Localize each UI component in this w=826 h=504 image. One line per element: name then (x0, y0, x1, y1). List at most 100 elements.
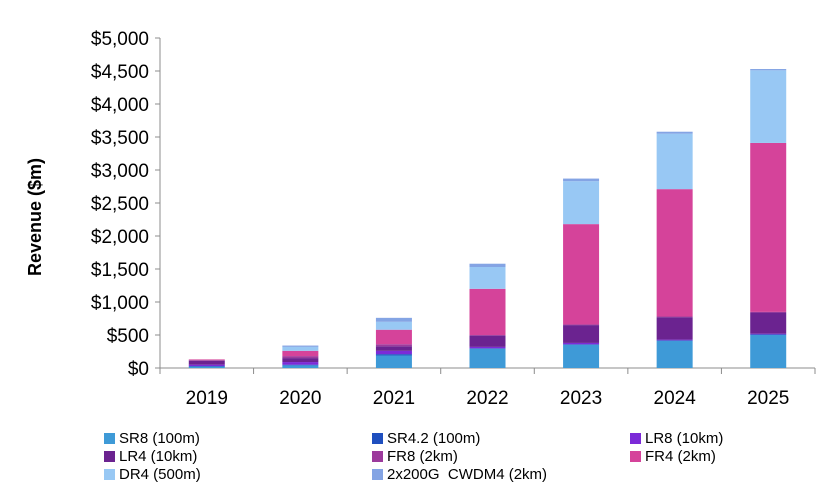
bar-segment (282, 364, 319, 366)
legend-swatch (372, 469, 383, 480)
x-tick-label: 2024 (654, 388, 697, 409)
bar-segment (282, 346, 319, 351)
y-axis-label: Revenue ($m) (25, 158, 45, 276)
legend-item: FR8 (2km) (372, 448, 630, 465)
y-tick-label: $4,500 (91, 62, 149, 83)
bar-segment (375, 354, 412, 356)
bar-segment (563, 224, 600, 325)
legend-item: 2x200G CWDM4 (2km) (372, 466, 630, 483)
legend-swatch (630, 433, 641, 444)
bar-segment (750, 142, 787, 312)
chart: $0 $500 $1,000 $1,500 $2,000 $2,500 $3,000 $3,5… (25, 29, 816, 409)
y-tick-label: $2,000 (91, 227, 149, 248)
bar-segment (563, 181, 600, 225)
y-axis: $0 $500 $1,000 $1,500 $2,000 $2,500 $3,000 $3,5… (91, 29, 161, 380)
bar-segment (188, 364, 225, 367)
x-tick-label: 2023 (560, 388, 602, 409)
bar-segment (469, 335, 506, 336)
bar-segment (469, 267, 506, 289)
x-tick-label: 2020 (279, 388, 321, 409)
legend-swatch (104, 433, 115, 444)
bar-segment (375, 344, 412, 347)
bar-segment (750, 69, 787, 71)
legend-swatch (372, 451, 383, 462)
bar-segment (563, 325, 600, 343)
bar-segment (188, 366, 225, 368)
legend-item: SR8 (100m) (104, 430, 372, 447)
bar-segment (656, 131, 693, 134)
bar-segment (750, 312, 787, 334)
bar-segment (469, 335, 506, 347)
bar-segment (469, 348, 506, 368)
bar-segment (656, 317, 693, 340)
bar-segment (282, 362, 319, 365)
bar-segment (656, 339, 693, 341)
y-tick-label: $0 (128, 359, 149, 380)
bar-segment (375, 355, 412, 368)
bar-segment (282, 350, 319, 357)
y-tick-label: $1,500 (91, 260, 149, 281)
bar-segment (750, 334, 787, 335)
legend-swatch (372, 433, 383, 444)
bar-segment (282, 365, 319, 368)
bar-segment (656, 133, 693, 190)
y-tick-label: $5,000 (91, 29, 149, 50)
x-tick-label: 2022 (466, 388, 508, 409)
legend-swatch (104, 469, 115, 480)
bar-segment (563, 344, 600, 368)
x-tick-label: 2021 (373, 388, 415, 409)
bar-segment (188, 360, 225, 365)
bar-segment (656, 340, 693, 368)
bar-segment (375, 350, 412, 355)
bar-segment (375, 317, 412, 322)
bar-segment (750, 335, 787, 368)
legend-item: LR4 (10km) (104, 448, 372, 465)
bar-segment (750, 311, 787, 313)
bar-segment (282, 358, 319, 363)
y-tick-label: $2,500 (91, 194, 149, 215)
bar-segment (188, 359, 225, 361)
bar-segment (469, 288, 506, 335)
bar-segment (375, 346, 412, 351)
legend-item: DR4 (500m) (104, 466, 372, 483)
bar-segment (656, 316, 693, 318)
y-tick-label: $3,000 (91, 161, 149, 182)
legend-item: LR8 (10km) (630, 430, 810, 447)
legend-label: FR4 (2km) (645, 448, 716, 465)
legend-label: LR4 (10km) (119, 448, 198, 465)
bar-segment (188, 360, 225, 361)
legend-swatch (630, 451, 641, 462)
y-tick-label: $3,500 (91, 128, 149, 149)
y-tick-label: $4,000 (91, 95, 149, 116)
x-tick-label: 2025 (747, 388, 789, 409)
bar-segment (750, 333, 787, 335)
legend-label: DR4 (500m) (119, 466, 201, 483)
legend-label: SR4.2 (100m) (387, 430, 481, 447)
x-axis: 2019 2020 2021 2022 2023 2024 2025 (159, 367, 816, 409)
legend: SR8 (100m) SR4.2 (100m) LR8 (10km) LR4 (10k… (104, 430, 804, 483)
bar-segment (563, 342, 600, 345)
legend-item: SR4.2 (100m) (372, 430, 630, 447)
y-tick-label: $1,000 (91, 293, 149, 314)
legend-label: 2x200G CWDM4 (2km) (387, 466, 548, 483)
bar-segment (188, 366, 225, 367)
legend-swatch (104, 451, 115, 462)
bar-segment (563, 344, 600, 345)
bar-segment (375, 329, 412, 345)
bar-segment (750, 70, 787, 143)
legend-label: LR8 (10km) (645, 430, 724, 447)
bar-segment (469, 348, 506, 349)
bar-segment (563, 178, 600, 182)
bar-segment (469, 346, 506, 349)
bar-segment (563, 324, 600, 326)
bar-segment (656, 340, 693, 341)
y-tick-label: $500 (107, 326, 149, 347)
legend-item: FR4 (2km) (630, 448, 810, 465)
bar-segment (282, 345, 319, 347)
legend-label: FR8 (2km) (387, 448, 458, 465)
bar-segment (469, 263, 506, 268)
bars (188, 69, 787, 368)
bar-segment (282, 356, 319, 359)
x-tick-label: 2019 (186, 388, 228, 409)
bar-segment (375, 321, 412, 330)
